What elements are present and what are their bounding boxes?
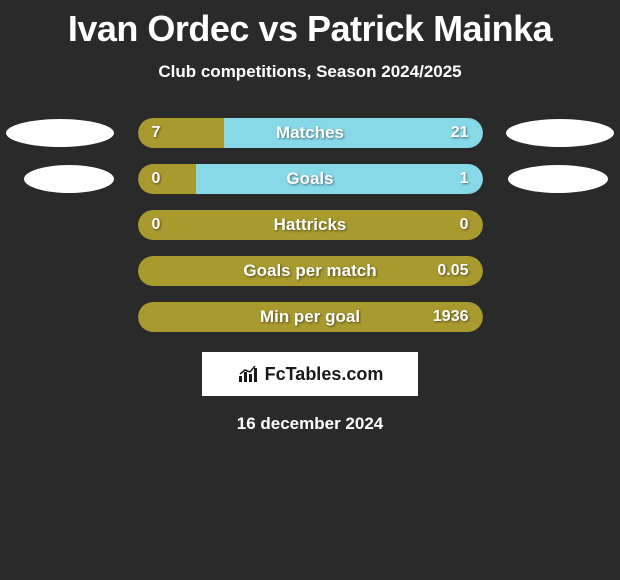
stat-label: Goals per match [138,261,483,281]
stat-value-right: 1936 [433,308,469,326]
stat-row-goals-per-match: Goals per match 0.05 [0,248,620,294]
stat-value-right: 21 [451,124,469,142]
page-title: Ivan Ordec vs Patrick Mainka [0,0,620,50]
stat-row-matches: 7 Matches 21 [0,110,620,156]
stat-row-hattricks: 0 Hattricks 0 [0,202,620,248]
player-left-photo [6,119,114,147]
logo-text: FcTables.com [265,364,384,385]
stat-bar: Min per goal 1936 [138,302,483,332]
stat-label: Hattricks [138,215,483,235]
player-right-photo [508,165,608,193]
stat-bar: 7 Matches 21 [138,118,483,148]
stat-value-right: 0 [460,216,469,234]
player-left-photo [24,165,114,193]
stat-value-right: 0.05 [437,262,468,280]
stat-label: Min per goal [138,307,483,327]
player-right-photo [506,119,614,147]
page-subtitle: Club competitions, Season 2024/2025 [0,62,620,82]
stat-row-goals: 0 Goals 1 [0,156,620,202]
chart-icon [237,364,261,384]
stat-bar: 0 Goals 1 [138,164,483,194]
stat-row-min-per-goal: Min per goal 1936 [0,294,620,340]
snapshot-date: 16 december 2024 [0,414,620,434]
stat-label: Goals [138,169,483,189]
site-logo: FcTables.com [202,352,418,396]
stat-label: Matches [138,123,483,143]
comparison-chart: 7 Matches 21 0 Goals 1 0 Hattricks 0 Goa… [0,110,620,340]
stat-bar: Goals per match 0.05 [138,256,483,286]
stat-bar: 0 Hattricks 0 [138,210,483,240]
stat-value-right: 1 [460,170,469,188]
